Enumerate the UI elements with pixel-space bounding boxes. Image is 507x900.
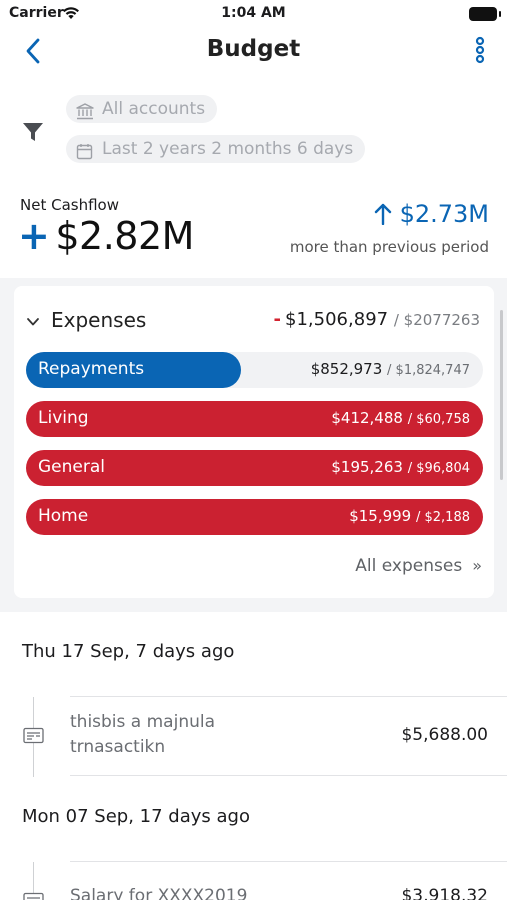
expenses-total-sign: -: [273, 309, 282, 330]
receipt-icon: [23, 727, 44, 748]
category-limit: / $1,824,747: [387, 363, 470, 378]
battery-icon: [469, 7, 501, 21]
category-spent: $15,999: [349, 507, 412, 525]
comparison-caption: more than previous period: [289, 238, 489, 256]
category-progress-fill: [26, 352, 241, 388]
chevron-down-icon: [27, 318, 39, 326]
comparison-value: $2.73M: [374, 200, 489, 228]
transaction-date-header: Mon 07 Sep, 17 days ago: [22, 806, 250, 827]
divider: [70, 775, 507, 776]
category-amount: $852,973 / $1,824,747: [311, 360, 470, 378]
double-chevron-right-icon: »: [472, 556, 482, 575]
divider: [70, 696, 507, 697]
transaction-row[interactable]: thisbis a majnula trnasactikn: [70, 710, 290, 760]
expenses-total: - $1,506,897 / $2077263: [274, 309, 480, 330]
wifi-icon: [62, 5, 80, 24]
date-range-label: Last 2 years 2 months 6 days: [102, 139, 354, 159]
all-expenses-label: All expenses: [355, 556, 463, 576]
carrier-label: Carrier: [9, 5, 64, 21]
category-spent: $412,488: [331, 409, 403, 427]
category-bar-general[interactable]: General $195,263 / $96,804: [26, 450, 483, 486]
bank-icon: [76, 101, 94, 129]
chevron-left-icon: [26, 38, 40, 64]
category-limit: / $60,758: [407, 412, 470, 427]
scroll-indicator: [500, 310, 503, 480]
net-cashflow-label: Net Cashflow: [20, 196, 119, 214]
page-title: Budget: [206, 36, 301, 62]
date-range-chip[interactable]: Last 2 years 2 months 6 days: [66, 135, 366, 163]
category-bar-living[interactable]: Living $412,488 / $60,758: [26, 401, 483, 437]
category-spent: $852,973: [310, 360, 383, 378]
net-cashflow-value: + $2.82M: [18, 214, 194, 258]
net-cashflow-amount: $2.82M: [55, 214, 194, 258]
transaction-amount: $5,688.00: [401, 725, 488, 745]
category-name: General: [38, 457, 105, 477]
category-name: Living: [38, 408, 89, 428]
expenses-total-limit: / $2077263: [393, 311, 480, 329]
more-options-button[interactable]: [473, 36, 487, 66]
accounts-filter-chip[interactable]: All accounts: [66, 95, 218, 123]
transaction-description: thisbis a majnula trnasactikn: [70, 712, 216, 757]
category-amount: $195,263 / $96,804: [331, 458, 470, 476]
expenses-card: [14, 286, 494, 598]
transaction-amount: $3,918.32: [401, 886, 488, 900]
arrow-up-icon: [374, 203, 391, 226]
transaction-description: Salary for XXXX2019: [70, 886, 248, 900]
category-name: Repayments: [38, 359, 145, 379]
all-expenses-link[interactable]: All expenses »: [355, 556, 482, 576]
divider: [70, 861, 507, 862]
clock: 1:04 AM: [221, 5, 286, 21]
comparison-amount: $2.73M: [399, 200, 489, 228]
calendar-icon: [76, 141, 93, 169]
more-vertical-icon: [475, 36, 485, 64]
receipt-icon: [23, 892, 44, 900]
category-bar-repayments[interactable]: Repayments $852,973 / $1,824,747: [26, 352, 483, 388]
category-name: Home: [38, 506, 89, 526]
transaction-date-header: Thu 17 Sep, 7 days ago: [22, 641, 235, 662]
net-cashflow-sign: +: [18, 214, 50, 258]
back-button[interactable]: [20, 36, 50, 66]
category-spent: $195,263: [331, 458, 403, 476]
expenses-total-amount: $1,506,897: [285, 309, 389, 330]
status-bar: Carrier 1:04 AM: [0, 0, 507, 28]
transaction-row[interactable]: Salary for XXXX2019: [70, 884, 310, 900]
category-bar-home[interactable]: Home $15,999 / $2,188: [26, 499, 483, 535]
navigation-bar: Budget: [0, 28, 507, 74]
category-limit: / $96,804: [407, 461, 470, 476]
expenses-title[interactable]: Expenses: [51, 308, 147, 332]
category-amount: $15,999 / $2,188: [349, 507, 470, 525]
expenses-toggle[interactable]: [26, 314, 40, 333]
accounts-filter-label: All accounts: [102, 99, 206, 119]
timeline-line: [33, 862, 34, 900]
category-limit: / $2,188: [416, 510, 470, 525]
filter-icon[interactable]: [22, 121, 44, 147]
category-amount: $412,488 / $60,758: [331, 409, 470, 427]
